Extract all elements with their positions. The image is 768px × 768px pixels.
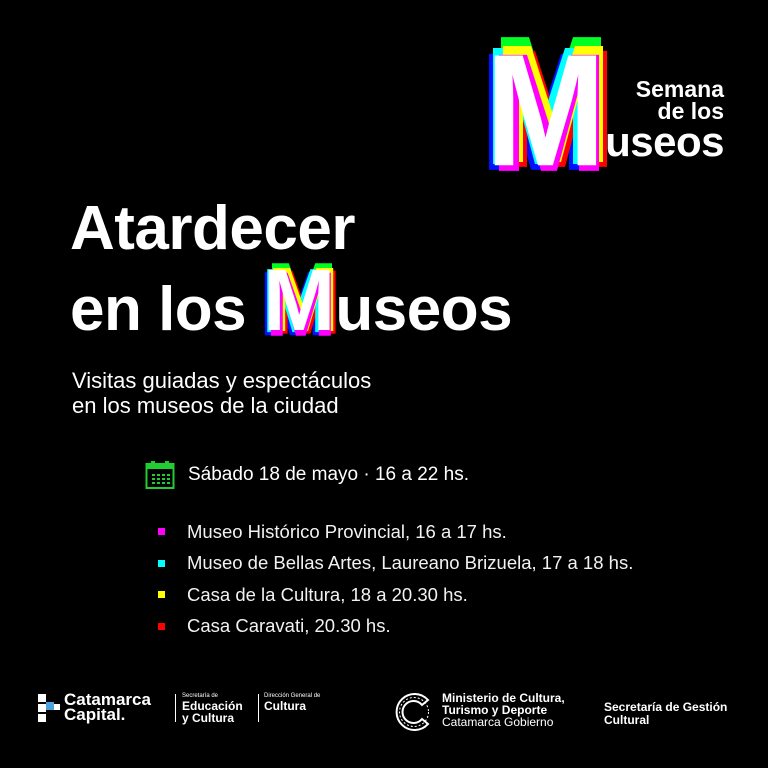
subtitle-line-2: en los museos de la ciudad (72, 393, 339, 418)
bullet-icon (158, 528, 165, 536)
educacion-small: Secretaría de (182, 693, 219, 699)
logo-line-useos: useos (605, 118, 724, 165)
bullet-icon (158, 591, 165, 599)
divider (258, 694, 259, 722)
logo-text: Semana de los useos (596, 76, 724, 165)
venue-label: Casa de la Cultura, 18 a 20.30 hs. (187, 583, 468, 605)
venue-label: Museo de Bellas Artes, Laureano Brizuela… (187, 552, 634, 574)
educacion-line-1: Educación (182, 699, 243, 713)
ministerio-logo: Ministerio de Cultura, Turismo y Deporte… (442, 692, 565, 728)
bullet-icon (158, 559, 165, 567)
capital-line-1: Catamarca (64, 690, 151, 709)
list-item: Casa de la Cultura, 18 a 20.30 hs. (158, 579, 633, 611)
ministerio-line-3: Catamarca Gobierno (442, 715, 554, 729)
list-item: Museo de Bellas Artes, Laureano Brizuela… (158, 548, 633, 580)
title-prefix: en los (70, 275, 263, 344)
event-date: Sábado 18 de mayo · 16 a 22 hs. (188, 464, 469, 485)
title-line-2: en los Museos (70, 257, 513, 346)
glitch-layer (270, 272, 331, 336)
divider (175, 694, 176, 722)
logo-line-de-los: de los (657, 98, 724, 124)
capital-line-2: Capital. (64, 705, 126, 724)
event-title: Atardecer en los Museos (70, 193, 513, 346)
secretaria-gestion-logo: Secretaría de Gestión Cultural (604, 701, 727, 727)
educacion-logo: Secretaría de Educación y Cultura (182, 693, 243, 724)
catamarca-capital-logo: Catamarca Capital. (64, 690, 151, 724)
ministerio-line-2: Turismo y Deporte (442, 703, 548, 717)
ministerio-seal-icon (395, 693, 430, 731)
glitch-layer (499, 54, 599, 171)
bullet-icon (158, 622, 165, 630)
title-m-glitch-layers (264, 263, 336, 336)
venue-list: Museo Histórico Provincial, 16 a 17 hs. … (158, 516, 633, 642)
semana-museos-logo-m: M (485, 21, 606, 200)
title-m-letter: M (262, 252, 336, 349)
logo-m-glitch-layers (489, 37, 607, 171)
subtitle: Visitas guiadas y espectáculos en los mu… (72, 368, 371, 418)
catamarca-capital-logo-icon (38, 694, 60, 722)
calendar-icon (145, 461, 175, 489)
title-suffix: useos (335, 275, 513, 344)
secretaria-line-1: Secretaría de Gestión (604, 700, 728, 714)
secretaria-line-2: Cultural (604, 713, 650, 727)
logo-line-semana: Semana (635, 76, 724, 102)
title-glitch-m: M (263, 257, 336, 344)
direccion-line-1: Cultura (264, 699, 306, 713)
subtitle-line-1: Visitas guiadas y espectáculos (72, 368, 372, 393)
direccion-cultura-logo: Dirección General de Cultura (264, 693, 320, 712)
list-item: Museo Histórico Provincial, 16 a 17 hs. (158, 516, 633, 548)
title-line-1: Atardecer (70, 194, 355, 263)
venue-label: Museo Histórico Provincial, 16 a 17 hs. (187, 520, 507, 542)
educacion-line-2: y Cultura (182, 711, 235, 725)
venue-label: Casa Caravati, 20.30 hs. (187, 615, 391, 637)
direccion-small: Dirección General de (264, 693, 321, 699)
list-item: Casa Caravati, 20.30 hs. (158, 611, 633, 643)
ministerio-line-1: Ministerio de Cultura, (442, 691, 565, 705)
